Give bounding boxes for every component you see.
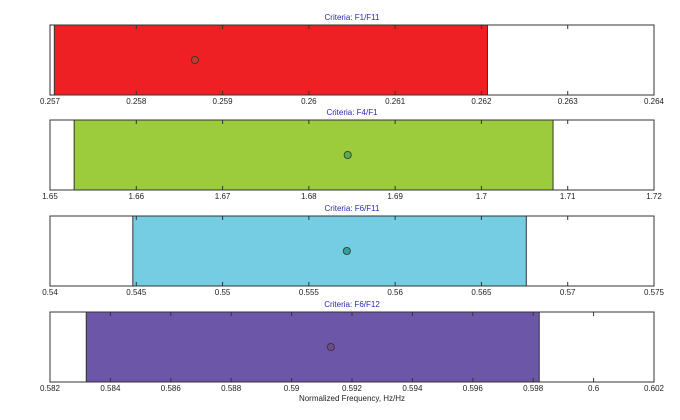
panel-4-tick-label: 0.592 (342, 384, 363, 393)
panel-3-tick-label: 0.565 (471, 288, 492, 297)
panel-4-point (326, 342, 335, 351)
panel-4-tick-label: 0.59 (284, 384, 300, 393)
panel-4-tick-label: 0.594 (402, 384, 423, 393)
panel-3-range-bar (132, 215, 527, 287)
panel-1-tick-label: 0.263 (558, 97, 579, 106)
panel-3-tick-label: 0.545 (126, 288, 147, 297)
panel-3-tick-label: 0.57 (560, 288, 576, 297)
panel-4-title: Criteria: F6/F12 (324, 300, 380, 309)
panel-2-tick-label: 1.67 (215, 192, 231, 201)
panel-1-point (190, 56, 199, 65)
panel-4-tick-label: 0.6 (588, 384, 600, 393)
panel-2-tick-label: 1.69 (387, 192, 403, 201)
panel-1-tick-label: 0.257 (40, 97, 61, 106)
panel-4-tick-label: 0.596 (463, 384, 484, 393)
panel-4-tick-label: 0.584 (100, 384, 121, 393)
panel-1-title: Criteria: F1/F11 (325, 13, 381, 22)
panel-4-tick-label: 0.598 (523, 384, 544, 393)
panel-1-tick-label: 0.262 (471, 97, 492, 106)
panel-4-tick-label: 0.588 (221, 384, 242, 393)
panel-2-tick-label: 1.72 (646, 192, 662, 201)
panel-3-title: Criteria: F6/F11 (325, 204, 381, 213)
panel-1-tick-label: 0.26 (301, 97, 317, 106)
panel-3-tick-label: 0.54 (42, 288, 58, 297)
panel-2-tick-label: 1.7 (476, 192, 488, 201)
panel-4-tick-label: 0.582 (40, 384, 61, 393)
panel-4-tick-label: 0.602 (644, 384, 665, 393)
panel-1-tick-label: 0.258 (126, 97, 147, 106)
panel-2-tick-label: 1.71 (560, 192, 576, 201)
panel-3-tick-label: 0.56 (387, 288, 403, 297)
x-axis-label: Normalized Frequency, Hz/Hz (299, 394, 405, 403)
panel-3-tick-label: 0.555 (299, 288, 320, 297)
panel-1-range-bar (53, 24, 488, 96)
panel-2-tick-label: 1.66 (128, 192, 144, 201)
panel-2-point (343, 150, 352, 159)
panel-3-point (342, 246, 351, 255)
panel-2-tick-label: 1.65 (42, 192, 58, 201)
panel-4-tick-label: 0.586 (161, 384, 182, 393)
panel-2-range-bar (73, 119, 554, 191)
panel-1-tick-label: 0.259 (213, 97, 234, 106)
panel-1-tick-label: 0.261 (385, 97, 406, 106)
panel-3-tick-label: 0.55 (215, 288, 231, 297)
panel-3-tick-label: 0.575 (644, 288, 665, 297)
panel-2-title: Criteria: F4/F1 (326, 108, 378, 117)
panel-1-tick-label: 0.264 (644, 97, 665, 106)
panel-4-range-bar (85, 311, 540, 383)
panel-2-tick-label: 1.68 (301, 192, 317, 201)
